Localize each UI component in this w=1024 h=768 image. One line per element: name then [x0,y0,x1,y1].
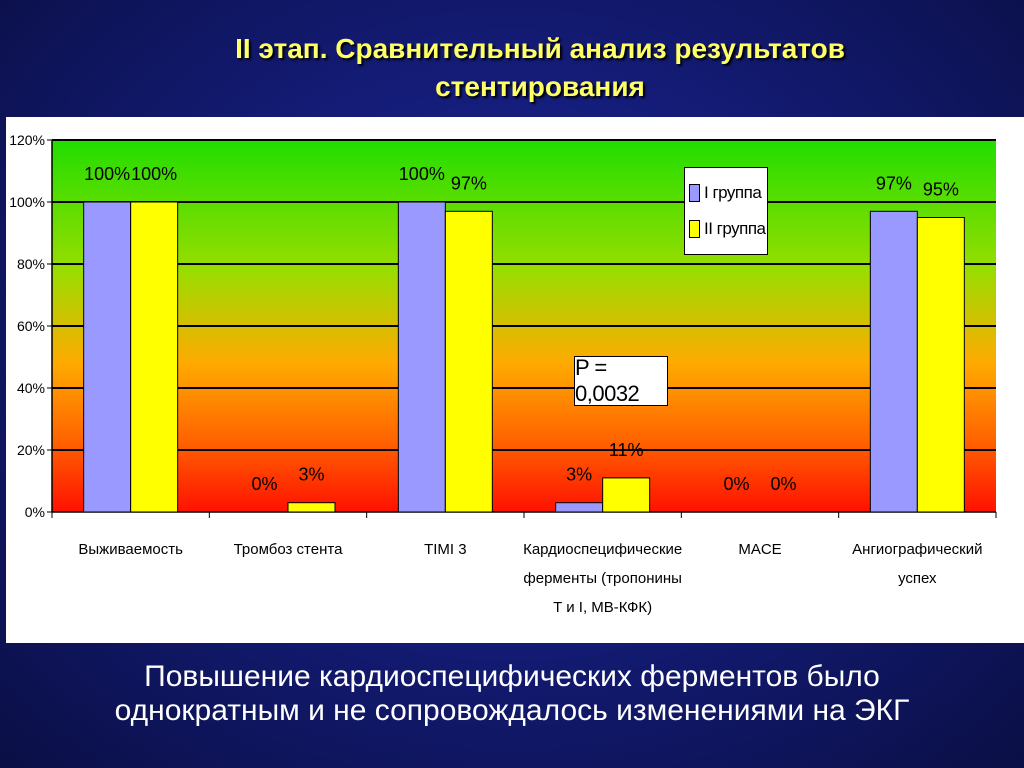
data-label: 100% [84,164,130,184]
legend-item-group-2: II группа [689,216,766,242]
data-label: 100% [399,164,445,184]
y-tick-label: 20% [17,442,45,458]
data-label: 97% [451,173,487,193]
caption-line-2: однократным и не сопровождалось изменени… [114,694,910,727]
bar-chart: 0% 20% 40% 60% 80% 100% 120% Выживаемость Тромбо… [9,132,997,616]
bar-series-2 [444,210,493,513]
slide-caption: Повышение кардиоспецифических ферментов … [40,660,984,728]
title-line-1: II этап. Сравнительный анализ результато… [235,33,845,64]
data-label: 0% [251,474,277,494]
x-category-label-line: MACE [738,541,781,558]
y-tick-label: 100% [9,194,45,210]
x-category-label-line: Кардиоспецифические [523,541,682,558]
data-label: 11% [609,440,644,460]
data-label: 3% [566,465,592,485]
bar-series-1 [397,201,446,513]
legend-swatch-group-1 [689,184,700,202]
y-tick-label: 60% [17,318,45,334]
bar-series-2 [602,477,651,513]
bar-series-1 [555,502,604,513]
x-category-label: MACE [738,541,781,558]
x-category-label: Ангиографический успех [852,541,982,587]
bar-series-2 [287,502,336,513]
legend-swatch-group-2 [689,220,700,238]
x-category-label-line: Тромбоз стента [234,541,343,558]
slide-title: II этап. Сравнительный анализ результато… [120,30,960,106]
x-category-label-line: успех [898,570,937,587]
x-category-label-line: TIMI 3 [424,541,467,558]
data-label: 3% [298,465,324,485]
data-label: 95% [923,180,959,200]
x-category-label: Тромбоз стента [234,541,343,558]
x-category-label: Кардиоспецифические ферменты (тропонины T … [523,541,682,616]
x-category-label-line: ферменты (тропонины [523,570,682,587]
chart-panel: 0% 20% 40% 60% 80% 100% 120% Выживаемость Тромбо… [6,117,1024,643]
y-tick-label: 120% [9,132,45,148]
y-tick-label: 80% [17,256,45,272]
data-label: 0% [770,474,796,494]
x-category-label-line: Ангиографический [852,541,982,558]
data-label: 97% [876,173,912,193]
legend-label-group-1: I группа [704,183,762,202]
bar-series-2 [916,217,965,513]
legend-label-group-2: II группа [704,219,766,238]
chart-legend: I группа II группа [684,167,768,255]
y-tick-label: 0% [25,504,45,520]
title-line-2: стентирования [435,71,645,102]
legend-item-group-1: I группа [689,180,762,206]
bar-series-1 [83,201,132,513]
x-category-label: Выживаемость [78,541,183,558]
data-label: 100% [131,164,177,184]
p-value-text: P = 0,0032 [575,355,640,406]
x-category-label-line: T и I, MB-КФК) [553,599,652,616]
bar-series-2 [130,201,179,513]
y-tick-label: 40% [17,380,45,396]
caption-line-1: Повышение кардиоспецифических ферментов … [144,660,880,693]
p-value-box: P = 0,0032 [574,355,668,406]
x-category-label-line: Выживаемость [78,541,183,558]
data-label: 0% [723,474,749,494]
x-category-label: TIMI 3 [424,541,467,558]
bar-series-1 [869,210,918,513]
